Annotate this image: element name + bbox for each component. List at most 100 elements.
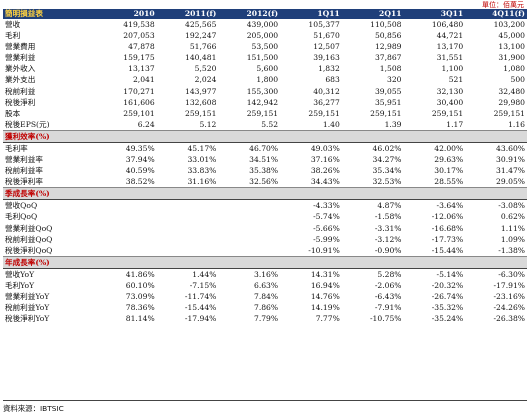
value-cell: 31,551 — [436, 53, 464, 63]
value-cell: 33.01% — [187, 155, 217, 165]
value-cell: 13,100 — [498, 42, 525, 52]
table-row: 業外收入 13,137 5,520 5,600 1,832 1,508 1,100 1,080 — [3, 63, 527, 74]
value-cell: 1,080 — [503, 64, 525, 74]
row-label: 營業利益 — [5, 53, 36, 63]
table-row: 稅前利益QoQ -5.99% -3.12% -17.73% 1.09% — [3, 234, 527, 245]
value-cell: -1.58% — [374, 212, 402, 222]
value-cell: 110,508 — [370, 20, 402, 29]
value-cell: -3.31% — [374, 223, 402, 233]
value-cell: 2,041 — [132, 75, 155, 85]
value-cell: 205,000 — [246, 31, 279, 41]
value-cell: 39,163 — [313, 53, 340, 63]
section-title: 季成長率(%) — [3, 187, 527, 200]
row-label: 營收YoY — [3, 267, 95, 280]
value-cell: -7.15% — [189, 280, 217, 290]
value-cell: 13,137 — [128, 64, 155, 74]
table-row: 毛利YoY 60.10% -7.15% 6.63% 16.94% -2.06% -20.32… — [3, 280, 527, 291]
value-cell: 132,608 — [185, 97, 217, 107]
value-cell: 30.91% — [496, 155, 525, 165]
value-cell: 7.84% — [253, 291, 279, 301]
value-cell: -11.74% — [184, 291, 217, 301]
value-cell: 5,520 — [194, 64, 217, 74]
value-cell: -26.74% — [431, 291, 464, 301]
row-label: 營業利益QoQ — [5, 223, 53, 233]
bottom-rule — [3, 400, 527, 401]
value-cell: -1.38% — [498, 245, 525, 255]
value-cell — [218, 245, 280, 257]
value-cell: -17.94% — [184, 314, 217, 324]
value-cell: -3.12% — [374, 234, 402, 244]
value-cell — [95, 245, 157, 257]
table-row: 股本 259,101 259,151 259,151 259,151 259,151 259… — [3, 108, 527, 119]
value-cell: -10.75% — [369, 314, 402, 324]
value-cell — [218, 223, 280, 234]
value-cell: 78.36% — [125, 303, 155, 313]
header-row: 簡明損益表 2010 2011(f) 2012(f) 1Q11 2Q11 3Q11 4Q11(… — [3, 9, 527, 19]
value-cell: 34.43% — [310, 177, 340, 187]
value-cell: 31,900 — [498, 53, 525, 63]
value-cell: -16.68% — [431, 223, 464, 233]
value-cell: 46.70% — [218, 141, 281, 155]
value-cell: 0.62% — [500, 212, 525, 222]
row-label: 業外收入 — [5, 64, 36, 74]
row-label: 稅前利益QoQ — [5, 234, 53, 244]
value-cell: -17.73% — [431, 234, 464, 244]
value-cell: 259,151 — [431, 108, 464, 118]
value-cell: 32.56% — [249, 177, 279, 187]
value-cell: 159,175 — [123, 53, 155, 63]
table-row: 稅後EPS(元) 6.24 5.12 5.52 1.40 1.39 1.17 1.16 — [3, 119, 527, 131]
value-cell: 143,977 — [185, 86, 217, 96]
table-row: 毛利QoQ -5.74% -1.58% -12.06% 0.62% — [3, 211, 527, 222]
value-cell — [95, 199, 157, 212]
table-row: 稅後淨利YoY 81.14% -17.94% 7.79% 7.77% -10.75% -35… — [3, 313, 527, 324]
table-row: 稅前利益YoY 78.36% -15.44% 7.86% 14.19% -7.91% -35… — [3, 302, 527, 313]
column-header: 1Q11 — [280, 9, 342, 19]
value-cell: -24.26% — [493, 303, 525, 313]
section-header: 季成長率(%) — [3, 187, 527, 200]
value-cell: 14.76% — [310, 291, 340, 301]
value-cell: -4.33% — [280, 199, 342, 212]
value-cell: 259,151 — [246, 108, 279, 118]
value-cell: -7.91% — [374, 303, 402, 313]
row-label: 營業利益率 — [5, 155, 43, 165]
value-cell: 37,867 — [374, 53, 402, 63]
value-cell: 14.19% — [310, 303, 340, 313]
value-cell — [157, 234, 219, 245]
value-cell: 46.02% — [341, 141, 404, 155]
value-cell — [156, 199, 219, 212]
value-cell — [95, 211, 157, 222]
value-cell — [218, 211, 280, 222]
value-cell: 47,878 — [128, 42, 155, 52]
value-cell: 81.14% — [125, 314, 155, 324]
value-cell: 1,100 — [441, 64, 464, 74]
section-header: 年成長率(%) — [3, 255, 527, 269]
value-cell: 7.86% — [253, 303, 279, 313]
value-cell: -15.44% — [431, 245, 464, 255]
table-row: 營收YoY 41.86% 1.44% 3.16% 14.31% 5.28% -5.14% -6… — [3, 267, 527, 280]
value-cell: 1.44% — [156, 267, 219, 280]
table-row: 稅後淨利 161,606 132,608 142,942 36,277 35,951 30,… — [3, 97, 527, 108]
value-cell — [157, 211, 219, 222]
value-cell: 1.17 — [446, 119, 464, 129]
column-header: 3Q11 — [403, 9, 466, 19]
value-cell: -23.16% — [493, 291, 525, 301]
value-cell: 31.47% — [496, 166, 525, 176]
value-cell: 49.03% — [280, 141, 342, 155]
table-row: 毛利率 49.35% 45.17% 46.70% 49.03% 46.02% 42.00% 4… — [3, 141, 527, 155]
value-cell: 35.38% — [249, 166, 279, 176]
value-cell: 259,151 — [185, 108, 217, 118]
row-label: 毛利QoQ — [5, 212, 38, 222]
value-cell: 1.16 — [508, 119, 525, 129]
table-title: 簡明損益表 — [3, 9, 95, 19]
value-cell: 53,500 — [251, 42, 279, 52]
value-cell: 32.53% — [372, 177, 402, 187]
value-cell: -6.43% — [374, 291, 402, 301]
table-row: 營收QoQ -4.33% 4.87% -3.64% -3.08% — [3, 199, 527, 212]
income-table: 簡明損益表 2010 2011(f) 2012(f) 1Q11 2Q11 3Q11 4Q11(… — [3, 9, 527, 324]
row-label: 毛利YoY — [5, 280, 35, 290]
value-cell: 500 — [510, 75, 526, 85]
value-cell: -26.38% — [493, 314, 525, 324]
value-cell: 44,721 — [436, 31, 464, 41]
value-cell: 40,312 — [313, 86, 340, 96]
value-cell: 7.77% — [315, 314, 340, 324]
